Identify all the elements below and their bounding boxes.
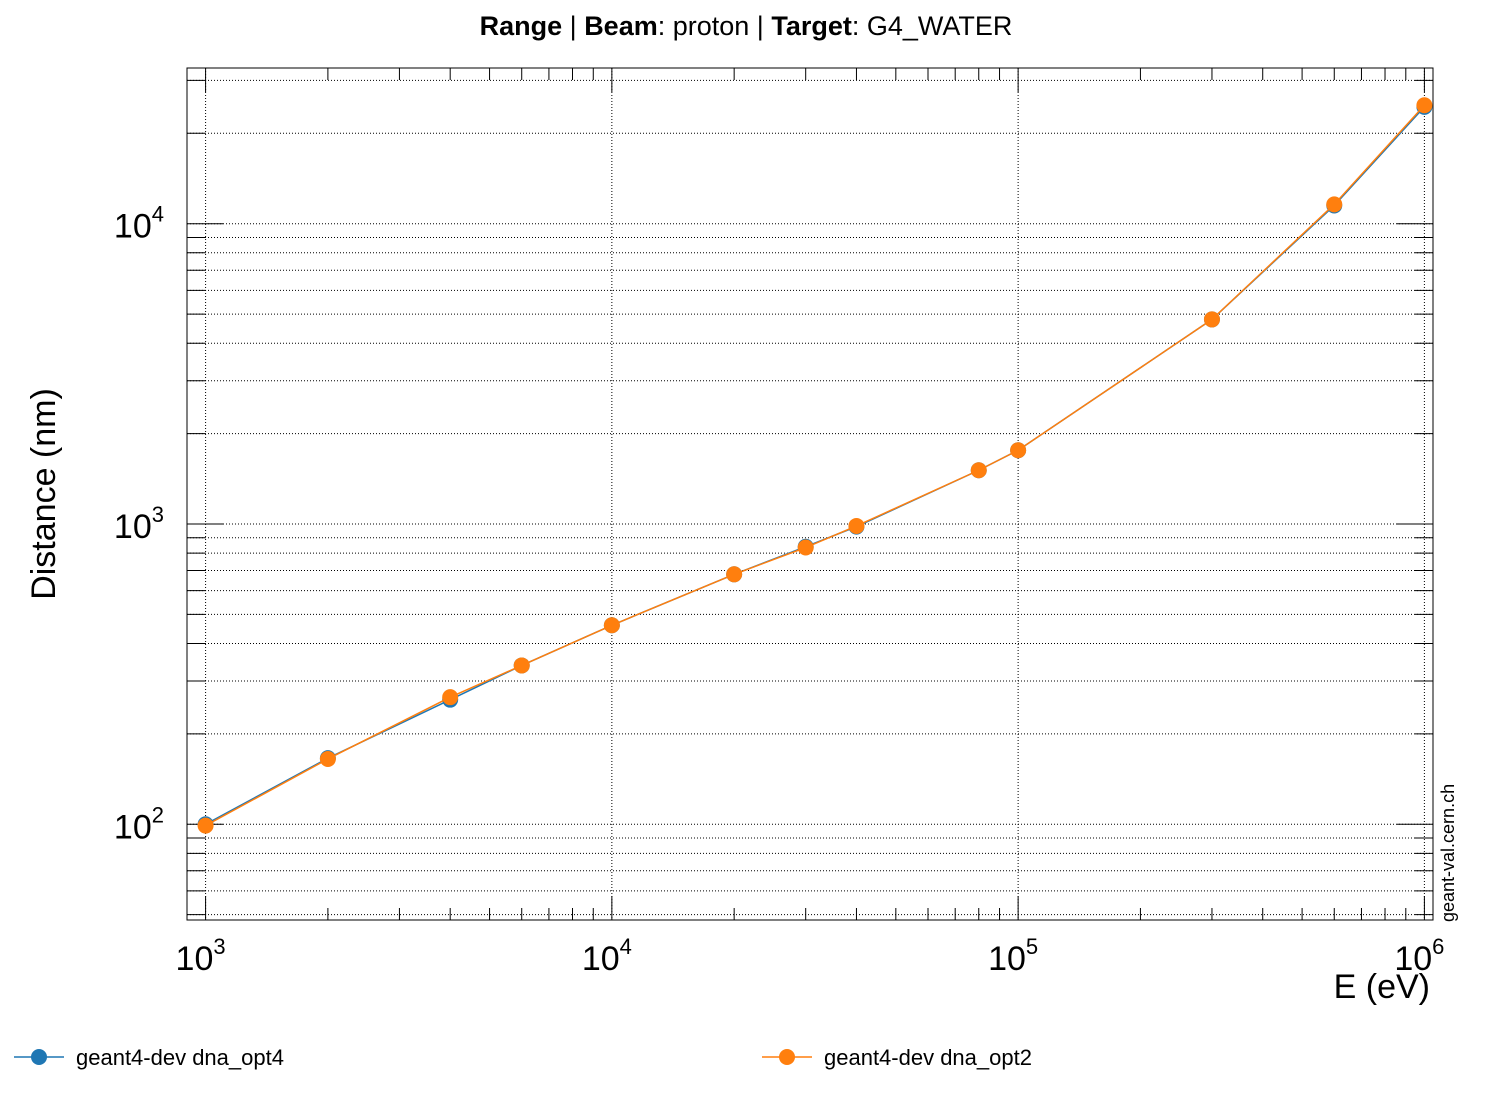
- title-sep-1: |: [562, 11, 584, 41]
- legend-marker: [779, 1049, 795, 1065]
- x-axis-title: E (eV): [1334, 968, 1430, 1006]
- title-range: Range: [480, 11, 563, 41]
- y-tick-label: 102: [114, 802, 164, 846]
- data-point: [726, 566, 743, 583]
- data-point: [848, 517, 865, 534]
- legend-label: geant4-dev dna_opt4: [76, 1045, 284, 1070]
- grid: [187, 68, 1433, 920]
- data-point: [197, 817, 214, 834]
- data-point: [797, 539, 814, 556]
- data-point: [319, 750, 336, 767]
- title-beam-value: : proton: [658, 11, 750, 41]
- legend: geant4-dev dna_opt4 geant4-dev dna_opt2: [14, 1045, 1032, 1070]
- title-sep-2: |: [749, 11, 771, 41]
- axis-ticks: [186, 68, 1433, 920]
- series-1: [197, 97, 1433, 834]
- series-line: [205, 106, 1425, 825]
- data-point: [442, 689, 459, 706]
- tick-labels: 103 104 105 106 102 103 104: [114, 202, 1445, 978]
- chart-title: Range | Beam: proton | Target: G4_WATER: [480, 11, 1013, 41]
- legend-item: geant4-dev dna_opt2: [762, 1045, 1032, 1070]
- legend-label: geant4-dev dna_opt2: [824, 1045, 1032, 1070]
- data-series: [197, 97, 1433, 834]
- data-point: [1010, 442, 1027, 459]
- data-point: [513, 657, 530, 674]
- x-tick-label: 106: [1394, 934, 1444, 978]
- series-line: [205, 104, 1425, 827]
- plot-frame: [186, 67, 1434, 921]
- title-target-value: : G4_WATER: [852, 11, 1013, 41]
- x-tick-label: 105: [988, 934, 1038, 978]
- title-target-label: Target: [771, 11, 852, 41]
- legend-item: geant4-dev dna_opt4: [14, 1045, 284, 1070]
- watermark-text: geant-val.cern.ch: [1438, 784, 1458, 922]
- series-0: [197, 98, 1433, 833]
- title-beam-label: Beam: [584, 11, 658, 41]
- data-point: [1203, 311, 1220, 328]
- data-point: [1326, 196, 1343, 213]
- y-tick-label: 104: [114, 202, 164, 246]
- legend-marker: [31, 1049, 47, 1065]
- data-point: [1416, 97, 1433, 114]
- y-tick-label: 103: [114, 502, 164, 546]
- x-tick-label: 103: [176, 934, 226, 978]
- y-axis-title: Distance (nm): [25, 388, 63, 600]
- data-point: [970, 462, 987, 479]
- data-point: [603, 617, 620, 634]
- x-tick-label: 104: [582, 934, 632, 978]
